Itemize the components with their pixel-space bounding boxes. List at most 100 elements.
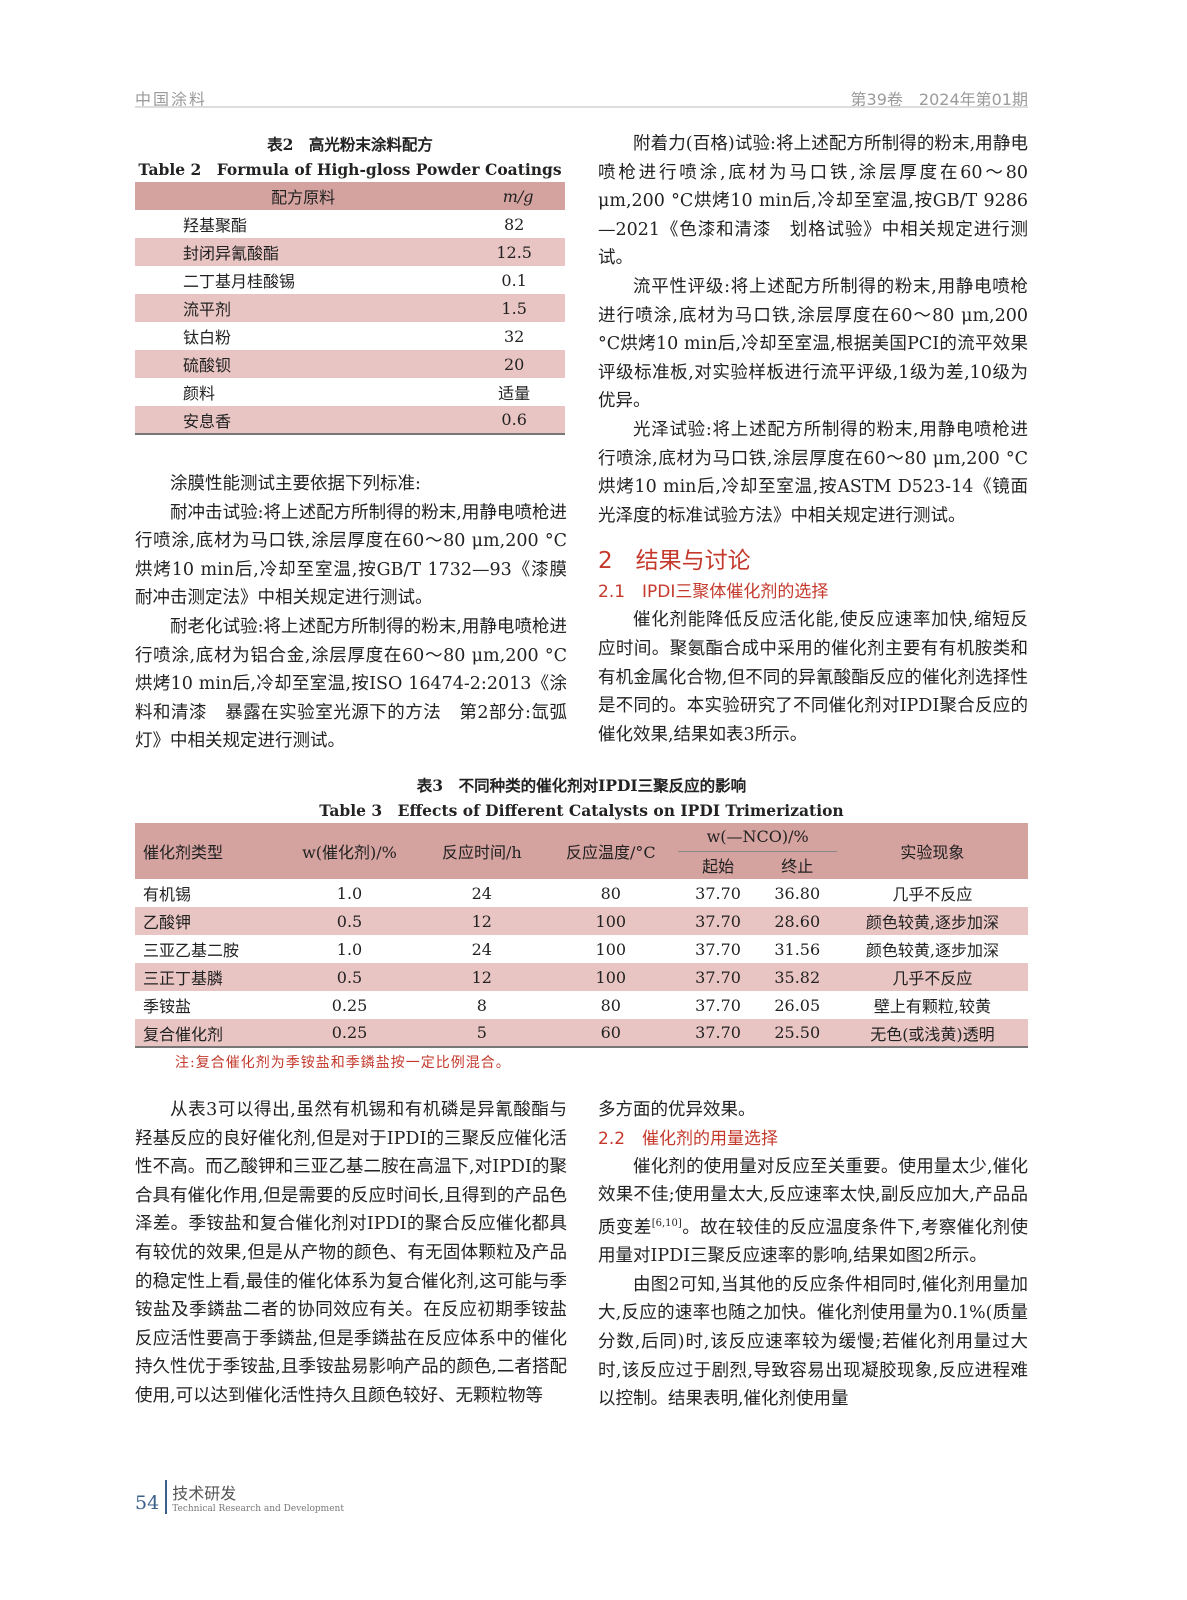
table3-cell: 37.70	[695, 939, 741, 959]
table3-cell: 80	[600, 995, 621, 1015]
table3-cell: 三亚乙基二胺	[143, 941, 240, 960]
table3-cell: 季铵盐	[143, 997, 192, 1016]
table2-row: 安息香 0.6	[135, 406, 565, 434]
paragraph: 从表3可以得出,虽然有机锡和有机磷是异氰酸酯与羟基反应的良好催化剂,但是对于IP…	[135, 1100, 567, 1406]
table3-cell: 12	[420, 907, 544, 935]
table3-row: 三正丁基膦 0.5 12 100 37.70 35.82 几乎不反应	[135, 963, 1028, 991]
table2-row: 颜料 适量	[135, 378, 565, 406]
table3-cell: 37.70	[695, 883, 741, 903]
table2-header: 配方原料	[135, 182, 472, 210]
table3-note: 注:复合催化剂为季铵盐和季鏻盐按一定比例混合。	[175, 1055, 511, 1071]
table2-cell: 0.6	[471, 406, 565, 434]
table2-row: 二丁基月桂酸锡 0.1	[135, 266, 565, 294]
paragraph: 耐冲击试验:将上述配方所制得的粉末,用静电喷枪进行喷涂,底材为马口铁,涂层厚度在…	[135, 502, 567, 609]
table3-cell: 26.05	[774, 995, 821, 1015]
table3-cell: 35.82	[757, 963, 837, 991]
table3-cell: 颜色较黄,逐步加深	[865, 941, 999, 960]
table2-cell: 封闭异氰酸酯	[135, 238, 472, 266]
issue-info: 第39卷 2024年第01期	[850, 90, 1028, 109]
table3-cell: 80	[600, 883, 621, 903]
table3-cell: 24	[471, 883, 492, 903]
table2: 表2 高光粉末涂料配方 Table 2 Formula of High-glos…	[135, 132, 565, 435]
table3-header: 催化剂类型	[135, 823, 279, 879]
paragraph: 流平性评级:将上述配方所制得的粉末,用静电喷枪进行喷涂,底材为马口铁,涂层厚度在…	[598, 276, 1028, 412]
table3-cell: 0.25	[278, 1019, 421, 1047]
table3-cell: 28.60	[757, 907, 837, 935]
section-2-heading: 2 结果与讨论	[598, 548, 751, 575]
right-top-text: 附着力(百格)试验:将上述配方所制得的粉末,用静电喷枪进行喷涂,底材为马口铁,涂…	[598, 130, 1028, 749]
table3-cell: 壁上有颗粒,较黄	[873, 997, 991, 1016]
table3-row: 乙酸钾 0.5 12 100 37.70 28.60 颜色较黄,逐步加深	[135, 907, 1028, 935]
table2-cell: 0.1	[501, 270, 527, 290]
table2-title-cn: 表2 高光粉末涂料配方	[267, 135, 433, 154]
paragraph: 由图2可知,当其他的反应条件相同时,催化剂用量加大,反应的速率也随之加快。催化剂…	[598, 1274, 1028, 1410]
table3-row: 复合催化剂 0.25 5 60 37.70 25.50 无色(或浅黄)透明	[135, 1019, 1028, 1047]
table2-cell: 钛白粉	[183, 328, 232, 347]
table3-header: 终止	[757, 851, 837, 879]
table2-cell: 羟基聚酯	[183, 216, 248, 235]
section-2-1-heading: 2.1 IPDI三聚体催化剂的选择	[598, 582, 829, 603]
table3-cell: 乙酸钾	[135, 907, 279, 935]
table2-cell: 颜料	[183, 384, 216, 403]
table3: 表3 不同种类的催化剂对IPDI三聚反应的影响 Table 3 Effects …	[135, 773, 1028, 1072]
table3-cell: 复合催化剂	[135, 1019, 279, 1047]
table3-title-en: Table 3 Effects of Different Catalysts o…	[319, 801, 844, 820]
table3-cell: 100	[543, 907, 679, 935]
text: 催化剂的使用量对反应至关重要。使用量太少,催化效果不佳;使用量太大,反应速率太快…	[598, 1156, 1028, 1238]
table3-cell: 24	[471, 939, 492, 959]
table3-cell: 12	[420, 963, 544, 991]
table2-row: 硫酸钡 20	[135, 350, 565, 378]
table3-cell: 0.5	[278, 963, 421, 991]
table3-cell: 37.70	[678, 963, 758, 991]
table3-cell: 无色(或浅黄)透明	[836, 1019, 1028, 1047]
table2-cell: 12.5	[471, 238, 565, 266]
paragraph: 催化剂的使用量对反应至关重要。使用量太少,催化效果不佳;使用量太大,反应速率太快…	[598, 1153, 1028, 1271]
table2-row: 羟基聚酯 82	[135, 210, 565, 238]
paragraph: 耐老化试验:将上述配方所制得的粉末,用静电喷枪进行喷涂,底材为铝合金,涂层厚度在…	[135, 616, 567, 752]
paragraph-continuation: 多方面的优异效果。	[598, 1100, 756, 1120]
table2-header: m/g	[471, 182, 565, 210]
table3-cell: 几乎不反应	[892, 885, 973, 904]
table3-cell: 100	[543, 963, 679, 991]
footer: 54 技术研发 Technical Research and Developme…	[135, 1480, 344, 1514]
table3-cell: 0.25	[331, 995, 368, 1015]
journal-name: 中国涂料	[135, 90, 208, 109]
table2-row: 钛白粉 32	[135, 322, 565, 350]
table3-row: 三亚乙基二胺 1.0 24 100 37.70 31.56 颜色较黄,逐步加深	[135, 935, 1028, 963]
table3-cell: 0.5	[278, 907, 421, 935]
table3-cell: 有机锡	[143, 885, 192, 904]
table2-cell: 流平剂	[135, 294, 472, 322]
table2-cell: 82	[503, 214, 525, 234]
table3-header: 实验现象	[836, 823, 1028, 879]
paragraph: 光泽试验:将上述配方所制得的粉末,用静电喷枪进行喷涂,底材为马口铁,涂层厚度在6…	[598, 419, 1028, 526]
table3-header: w(—NCO)/%	[678, 823, 837, 852]
footer-section: 技术研发 Technical Research and Development	[165, 1480, 344, 1514]
table3-row: 有机锡 1.0 24 80 37.70 36.80 几乎不反应	[135, 879, 1028, 907]
table3-header: 反应温度/°C	[543, 823, 679, 879]
table3-cell: 颜色较黄,逐步加深	[836, 907, 1028, 935]
table3-row: 季铵盐 0.25 8 80 37.70 26.05 壁上有颗粒,较黄	[135, 991, 1028, 1019]
citation: [6,10]	[651, 1217, 682, 1229]
text: 。故在较佳的反应温度条件下,考察催化剂使用量对IPDI三聚反应速率的影响,结果如…	[598, 1217, 1029, 1267]
table3-header: 起始	[678, 851, 758, 879]
page-number: 54	[135, 1492, 160, 1514]
table3-cell: 25.50	[757, 1019, 837, 1047]
section-2-2-heading: 2.2 催化剂的用量选择	[598, 1128, 779, 1149]
table3-cell: 三正丁基膦	[135, 963, 279, 991]
table2-cell: 二丁基月桂酸锡	[183, 272, 296, 291]
table2-row: 流平剂 1.5	[135, 294, 565, 322]
table3-cell: 37.70	[678, 1019, 758, 1047]
header-rule	[135, 106, 1028, 108]
table2-cell: 20	[471, 350, 565, 378]
table3-cell: 37.70	[678, 907, 758, 935]
table3-cell: 100	[595, 939, 627, 959]
table3-cell: 60	[543, 1019, 679, 1047]
right-bottom-text: 多方面的优异效果。 2.2 催化剂的用量选择 催化剂的使用量对反应至关重要。使用…	[598, 1096, 1028, 1414]
table3-cell: 5	[420, 1019, 544, 1047]
table2-cell: 1.5	[471, 294, 565, 322]
table3-grid: 催化剂类型 w(催化剂)/% 反应时间/h 反应温度/°C w(—NCO)/% …	[135, 823, 1028, 1048]
table2-cell: 32	[503, 326, 525, 346]
table2-cell: 安息香	[135, 406, 472, 434]
footer-section-en: Technical Research and Development	[172, 1504, 344, 1514]
paragraph: 附着力(百格)试验:将上述配方所制得的粉末,用静电喷枪进行喷涂,底材为马口铁,涂…	[598, 134, 1028, 269]
